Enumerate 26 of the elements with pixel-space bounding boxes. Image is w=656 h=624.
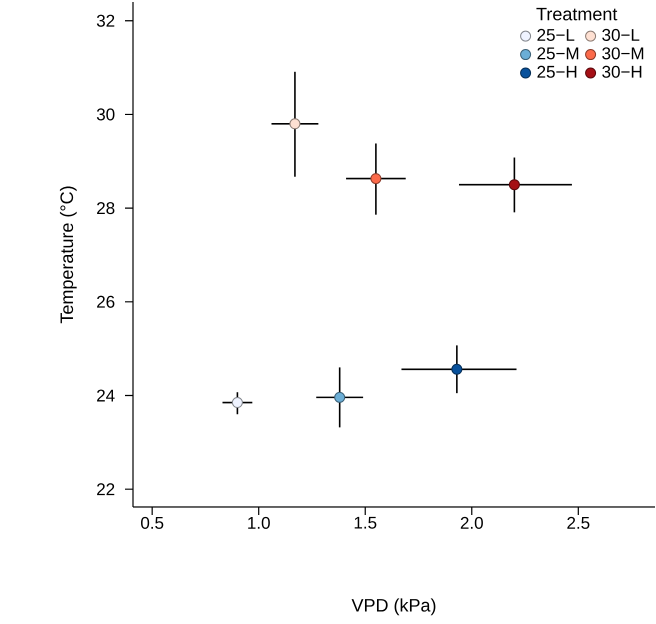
legend-label: 30−H <box>602 66 642 78</box>
x-tick-label: 1.0 <box>248 516 270 529</box>
x-tick-label: 2.0 <box>460 516 483 529</box>
y-tick-label: 22 <box>97 483 114 496</box>
point <box>232 397 243 408</box>
y-tick-label: 28 <box>97 202 114 214</box>
point <box>508 179 520 190</box>
legend-label: 25−L <box>537 28 574 41</box>
x-axis-title: VPD (kPa) <box>352 598 436 616</box>
legend-title: Treatment <box>536 8 618 20</box>
y-axis-title: Temperature (°C) <box>60 186 77 324</box>
point <box>451 364 462 375</box>
y-tick-label: 24 <box>97 390 115 402</box>
legend-label: 25−H <box>537 66 576 78</box>
point <box>370 173 382 184</box>
y-tick-label: 32 <box>96 14 114 27</box>
x-tick-label: 2.5 <box>567 516 590 529</box>
y-tick-label: 26 <box>97 296 114 308</box>
x-tick-label: 1.5 <box>354 516 376 529</box>
x-tick-label: 0.5 <box>141 516 164 529</box>
legend-label: 30−L <box>602 28 640 41</box>
legend-label: 25−M <box>537 47 578 60</box>
legend-label: 30−M <box>602 47 644 60</box>
point <box>289 118 300 130</box>
y-tick-label: 30 <box>96 108 114 120</box>
point <box>334 392 346 403</box>
